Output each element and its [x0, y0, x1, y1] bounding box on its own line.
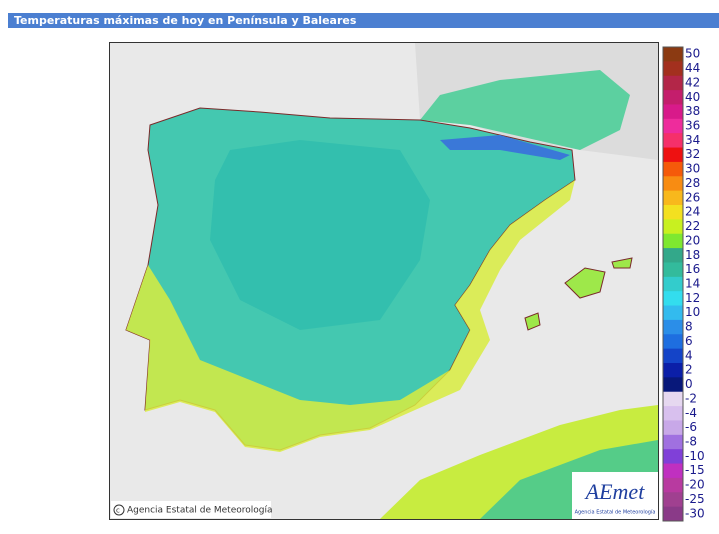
legend-label: 18 [685, 248, 700, 262]
legend-swatch [663, 147, 683, 163]
legend-swatch [663, 291, 683, 307]
legend-swatch [663, 47, 683, 62]
legend-label: 40 [685, 90, 700, 104]
legend-label: -20 [685, 478, 705, 492]
legend-swatch [663, 233, 683, 249]
legend-swatch [663, 449, 683, 465]
legend-label: -30 [685, 506, 705, 520]
france-temps [420, 70, 630, 150]
legend-swatch [663, 363, 683, 378]
menorca [611, 257, 633, 269]
legend-label: -4 [685, 406, 697, 420]
legend-label: -2 [685, 391, 697, 405]
legend-swatch [663, 276, 683, 292]
map-credit: Agencia Estatal de Meteorología [127, 506, 273, 516]
legend-label: 4 [685, 348, 693, 362]
copyright-icon [113, 504, 125, 516]
title-bar: Temperaturas máximas de hoy en Península… [8, 13, 719, 28]
warm-coast [126, 180, 575, 452]
legend-swatch [663, 262, 683, 278]
legend-swatch [663, 319, 683, 335]
legend-swatch [663, 75, 683, 91]
legend-swatch [663, 161, 683, 177]
legend-label: 42 [685, 75, 700, 89]
ibiza [524, 312, 541, 331]
legend-swatch [663, 377, 683, 393]
legend-swatch [663, 492, 683, 508]
logo-name: AEmet [584, 479, 646, 504]
legend-swatch [663, 506, 683, 522]
legend-label: 50 [685, 47, 700, 61]
legend-swatch [663, 205, 683, 220]
legend-label: 32 [685, 147, 700, 161]
mallorca [564, 267, 606, 299]
legend-label: -25 [685, 492, 705, 506]
logo-subtitle: Agencia Estatal de Meteorología [575, 509, 656, 516]
legend-label: -10 [685, 449, 705, 463]
legend-label: 34 [685, 133, 700, 147]
legend-label: 30 [685, 162, 700, 176]
legend-label: -6 [685, 420, 697, 434]
legend-swatch [663, 248, 683, 263]
legend-label: 20 [685, 233, 700, 247]
legend-label: 2 [685, 363, 693, 377]
meseta [210, 140, 430, 330]
legend-swatch [663, 391, 683, 407]
legend-swatch [663, 90, 683, 105]
legend-frame [662, 46, 684, 522]
legend-swatch [663, 463, 683, 479]
legend-swatch [663, 348, 683, 364]
credit-box [111, 501, 271, 518]
legend-label: 44 [685, 61, 700, 75]
legend-label: 14 [685, 277, 700, 291]
logo-box [572, 472, 658, 519]
legend-label: 36 [685, 119, 700, 133]
copyright-c: c [116, 507, 120, 515]
legend-label: -15 [685, 463, 705, 477]
legend-label: 38 [685, 104, 700, 118]
legend-swatch [663, 434, 683, 450]
legend-swatch [663, 420, 683, 436]
legend-swatch [663, 219, 683, 235]
legend: 5044424038363432302826242220181614121086… [662, 46, 705, 522]
legend-label: 26 [685, 190, 700, 204]
pyrenees [440, 135, 570, 160]
legend-label: 10 [685, 305, 700, 319]
legend-swatch [663, 176, 683, 192]
legend-swatch [663, 190, 683, 206]
legend-label: 12 [685, 291, 700, 305]
legend-label: 16 [685, 262, 700, 276]
legend-label: 8 [685, 320, 693, 334]
legend-label: 24 [685, 205, 700, 219]
legend-label: 0 [685, 377, 693, 391]
legend-label: 22 [685, 219, 700, 233]
legend-swatch [663, 477, 683, 493]
legend-swatch [663, 104, 683, 120]
legend-swatch [663, 133, 683, 149]
legend-label: 28 [685, 176, 700, 190]
legend-label: -8 [685, 435, 697, 449]
legend-label: 6 [685, 334, 693, 348]
legend-swatch [663, 305, 683, 321]
legend-swatch [663, 334, 683, 350]
legend-swatch [663, 61, 683, 77]
legend-swatch [663, 406, 683, 421]
legend-swatch [663, 118, 683, 134]
